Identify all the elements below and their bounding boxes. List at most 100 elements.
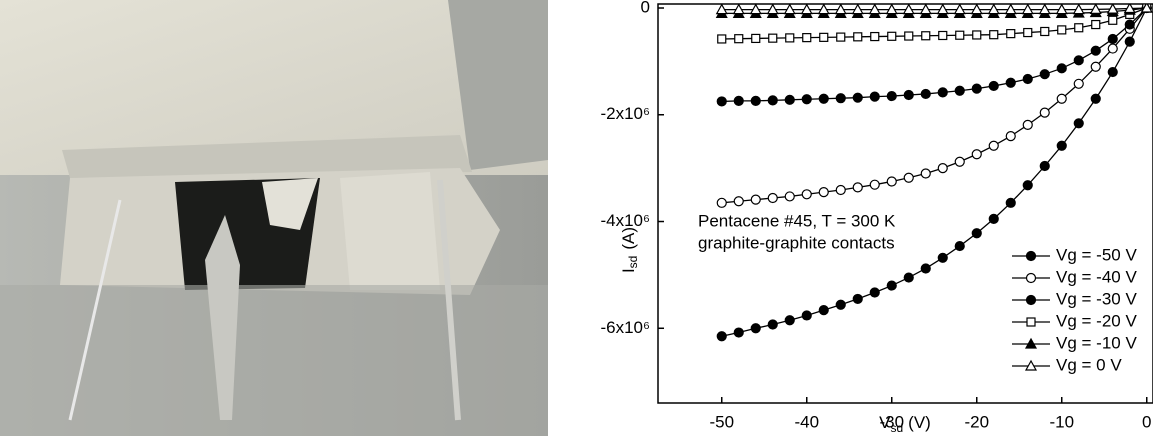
marker xyxy=(734,34,744,44)
marker xyxy=(954,85,965,96)
marker xyxy=(801,310,812,321)
marker xyxy=(1022,180,1033,191)
series-line xyxy=(721,7,1148,103)
marker xyxy=(836,32,846,42)
marker xyxy=(1056,93,1067,104)
legend-label: Vg = -30 V xyxy=(1056,289,1137,308)
marker xyxy=(733,196,744,207)
marker xyxy=(987,4,1000,15)
y-tick-label: 0 xyxy=(641,0,650,16)
marker xyxy=(1106,4,1119,14)
marker xyxy=(1056,63,1067,74)
marker xyxy=(954,156,965,167)
marker xyxy=(972,30,982,40)
marker xyxy=(886,280,897,291)
x-label-unit: (V) xyxy=(908,413,931,432)
marker xyxy=(715,4,728,15)
marker xyxy=(903,89,914,101)
marker xyxy=(1091,19,1101,30)
y-label-unit: (A) xyxy=(619,227,638,250)
marker xyxy=(1039,69,1050,80)
marker xyxy=(971,149,982,160)
marker xyxy=(1055,4,1068,15)
marker xyxy=(886,176,897,187)
marker xyxy=(716,96,727,107)
marker xyxy=(988,140,999,151)
marker xyxy=(732,4,745,15)
marker xyxy=(920,88,931,100)
marker xyxy=(818,187,829,198)
marker xyxy=(851,4,864,15)
marker xyxy=(783,4,796,15)
marker xyxy=(1057,25,1067,35)
marker xyxy=(1040,26,1050,37)
marker xyxy=(971,228,982,239)
marker xyxy=(1006,29,1016,39)
marker xyxy=(767,192,778,204)
marker xyxy=(768,33,778,43)
marker xyxy=(955,30,965,40)
marker xyxy=(852,182,863,193)
marker xyxy=(1023,27,1033,38)
marker xyxy=(971,83,982,94)
marker xyxy=(988,80,999,92)
plot-area xyxy=(715,4,1153,342)
marker xyxy=(784,94,795,105)
marker xyxy=(801,189,812,200)
marker xyxy=(750,95,761,106)
photo xyxy=(0,0,548,436)
series-line xyxy=(721,7,1147,11)
marker xyxy=(767,319,778,330)
marker xyxy=(1022,73,1033,85)
marker xyxy=(1022,119,1033,131)
marker xyxy=(1039,160,1050,172)
marker xyxy=(988,213,999,224)
marker xyxy=(800,4,813,15)
marker xyxy=(989,30,999,40)
marker xyxy=(784,191,795,202)
legend-marker xyxy=(1025,250,1037,262)
marker xyxy=(1056,140,1067,151)
legend-label: Vg = -10 V xyxy=(1056,333,1137,352)
marker xyxy=(749,4,762,15)
marker xyxy=(1039,107,1050,118)
marker xyxy=(733,95,744,106)
x-label-sub: sd xyxy=(890,421,903,435)
marker xyxy=(1107,66,1118,78)
marker xyxy=(885,4,898,15)
marker xyxy=(921,31,931,41)
marker xyxy=(785,33,795,43)
marker xyxy=(818,305,829,316)
marker xyxy=(733,327,744,338)
marker xyxy=(819,32,829,42)
legend-marker xyxy=(1024,359,1038,371)
marker xyxy=(835,299,846,310)
marker xyxy=(1124,19,1135,30)
marker xyxy=(852,92,863,103)
marker xyxy=(767,95,778,106)
legend-label: Vg = -50 V xyxy=(1056,245,1137,264)
annotation: Pentacene #45, T = 300 K xyxy=(698,211,896,230)
marker xyxy=(717,34,727,44)
annotation: graphite-graphite contacts xyxy=(698,233,895,252)
marker xyxy=(835,93,846,104)
legend-marker xyxy=(1026,317,1036,327)
legend-label: Vg = -40 V xyxy=(1056,267,1137,286)
marker xyxy=(853,32,863,42)
marker xyxy=(1004,4,1017,15)
y-label-main: I xyxy=(619,268,638,273)
x-axis-label: Vsd (V) xyxy=(879,413,931,435)
marker xyxy=(1090,93,1101,104)
marker xyxy=(938,30,948,41)
marker xyxy=(1073,55,1084,66)
marker xyxy=(1108,15,1118,25)
marker xyxy=(835,184,846,196)
marker xyxy=(869,287,880,298)
marker xyxy=(1123,4,1136,14)
x-tick-label: -30 xyxy=(879,412,904,431)
marker xyxy=(903,272,914,283)
x-tick-label: 0 xyxy=(1142,412,1151,431)
marker xyxy=(970,4,983,15)
legend-label: Vg = -20 V xyxy=(1056,311,1137,330)
marker xyxy=(869,179,880,190)
